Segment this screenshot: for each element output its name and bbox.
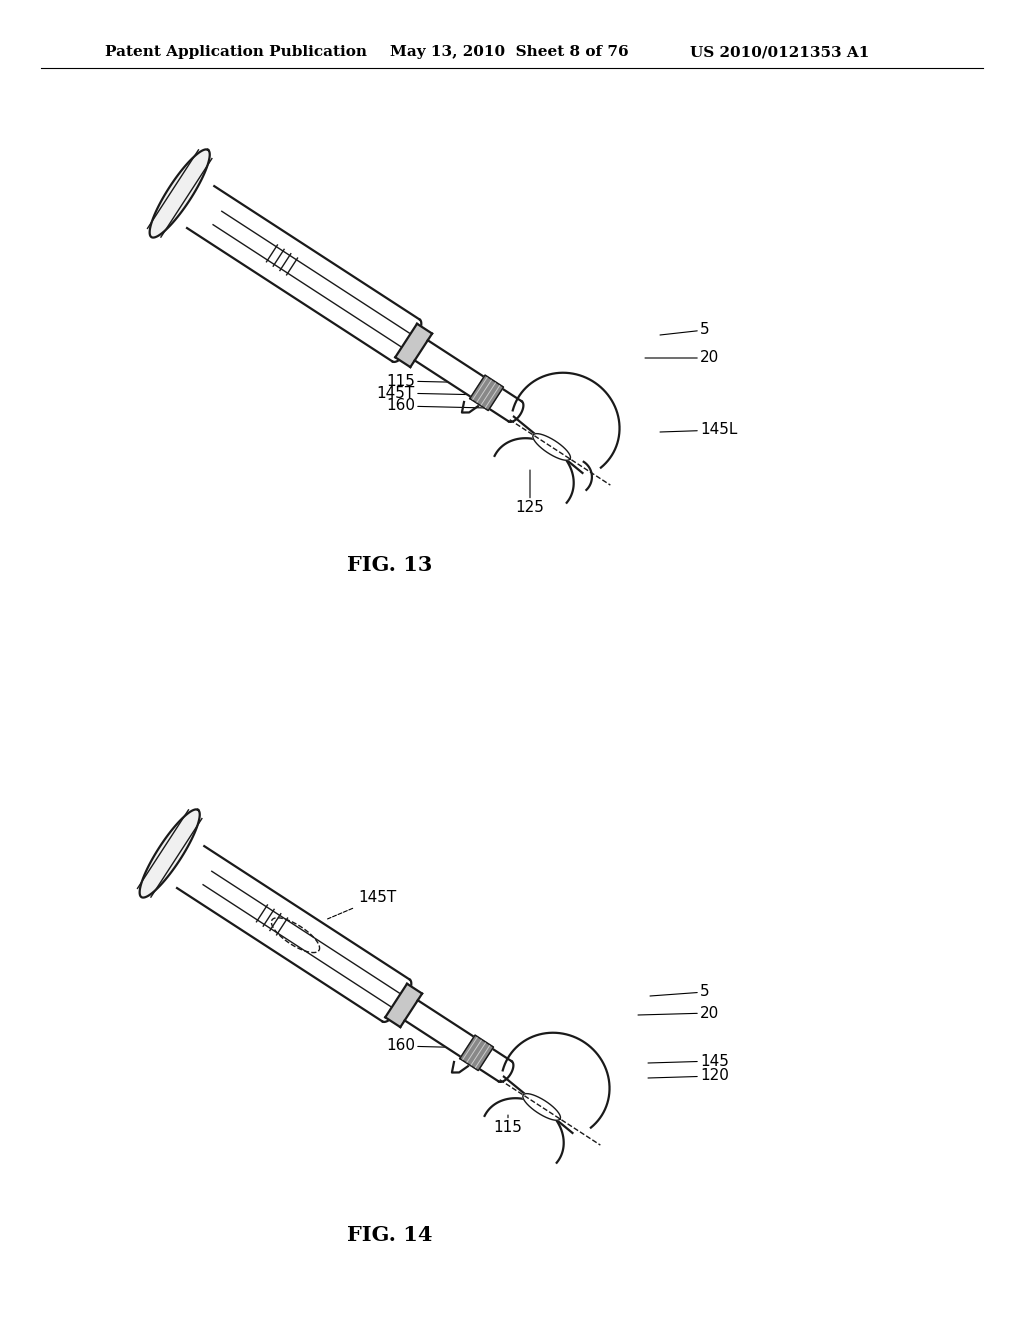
- Text: US 2010/0121353 A1: US 2010/0121353 A1: [690, 45, 869, 59]
- Polygon shape: [177, 846, 410, 1022]
- Polygon shape: [395, 323, 432, 367]
- Text: FIG. 14: FIG. 14: [347, 1225, 433, 1245]
- Text: 5: 5: [660, 322, 710, 338]
- Text: 115: 115: [494, 1115, 522, 1135]
- Polygon shape: [503, 1032, 609, 1127]
- Text: 20: 20: [645, 351, 719, 366]
- Text: 120: 120: [648, 1068, 729, 1084]
- Polygon shape: [484, 1098, 563, 1163]
- Polygon shape: [385, 983, 422, 1027]
- Text: 20: 20: [638, 1006, 719, 1020]
- Polygon shape: [415, 341, 521, 421]
- Polygon shape: [495, 438, 573, 503]
- Text: 125: 125: [515, 470, 545, 516]
- Text: 145T: 145T: [377, 385, 488, 400]
- Text: 145: 145: [648, 1053, 729, 1068]
- Text: 115: 115: [386, 374, 488, 388]
- Text: 160: 160: [386, 399, 488, 413]
- Polygon shape: [523, 1094, 560, 1121]
- Text: Patent Application Publication: Patent Application Publication: [105, 45, 367, 59]
- Text: 145T: 145T: [328, 891, 396, 919]
- Text: FIG. 13: FIG. 13: [347, 554, 433, 576]
- Polygon shape: [513, 372, 620, 467]
- Polygon shape: [187, 186, 420, 362]
- Polygon shape: [460, 1035, 494, 1071]
- Polygon shape: [404, 1001, 512, 1081]
- Polygon shape: [532, 434, 570, 461]
- Text: 160: 160: [386, 1039, 478, 1053]
- Text: 5: 5: [650, 985, 710, 999]
- Text: May 13, 2010  Sheet 8 of 76: May 13, 2010 Sheet 8 of 76: [390, 45, 629, 59]
- Text: 145L: 145L: [660, 422, 737, 437]
- Polygon shape: [139, 809, 200, 898]
- Polygon shape: [150, 149, 210, 238]
- Polygon shape: [470, 375, 504, 411]
